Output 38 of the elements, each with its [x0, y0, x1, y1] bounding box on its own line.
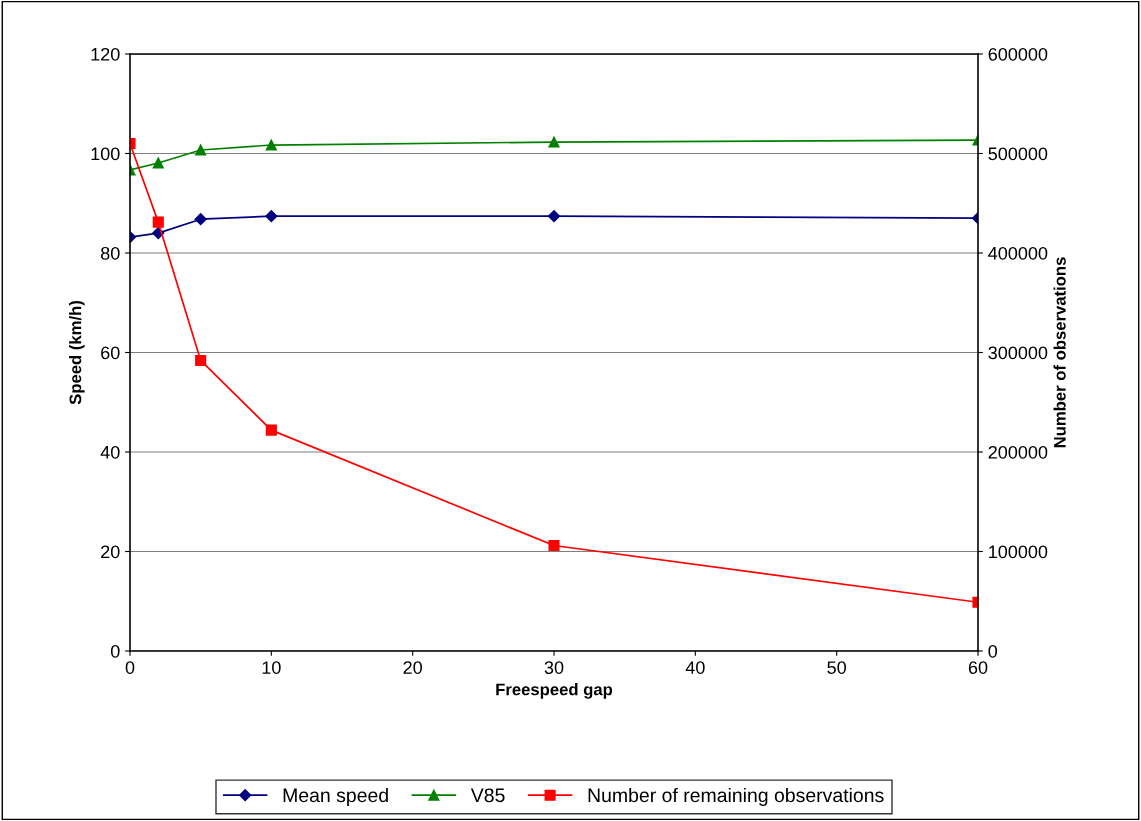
point	[548, 136, 560, 148]
x-axis-title: Freespeed gap	[496, 683, 613, 699]
point	[265, 424, 277, 436]
point	[265, 210, 278, 223]
y-axis-title: Speed (km/h)	[69, 301, 85, 405]
y2-tick-label: 400000	[988, 246, 1048, 260]
x-tick-label: 10	[262, 661, 281, 674]
x-tick-label: 30	[544, 661, 564, 674]
legend-label: Mean speed	[283, 787, 388, 807]
y-tick-label: 0	[110, 644, 120, 658]
y2-tick-label: 500000	[988, 147, 1048, 161]
y-tick-label: 80	[100, 246, 120, 260]
y-tick-label: 120	[91, 47, 120, 61]
x-tick-label: 20	[403, 661, 422, 674]
y2-tick-label: 600000	[988, 47, 1048, 61]
x-tick-label: 60	[968, 661, 988, 674]
y2-tick-label: 0	[988, 644, 998, 658]
point	[265, 139, 277, 151]
y2-axis-title: Number of observations	[1053, 257, 1066, 448]
point	[548, 539, 560, 552]
x-tick-label: 50	[827, 661, 846, 674]
legend-label: V85	[470, 788, 505, 803]
point	[152, 216, 164, 228]
legend-label: Number of remaining observations	[588, 787, 884, 807]
point	[194, 213, 207, 226]
y-tick-label: 60	[101, 346, 120, 360]
y-tick-label: 100	[91, 147, 120, 161]
point	[195, 354, 207, 367]
y-tick-label: 40	[100, 445, 120, 459]
y2-tick-label: 300000	[988, 346, 1048, 360]
point	[152, 157, 164, 169]
x-tick-label: 40	[685, 661, 705, 674]
point	[195, 144, 207, 156]
point	[547, 210, 561, 223]
x-tick-label: 0	[125, 661, 135, 674]
y2-tick-label: 100000	[989, 545, 1048, 559]
y-tick-label: 20	[101, 545, 120, 559]
y2-tick-label: 200000	[988, 445, 1048, 459]
